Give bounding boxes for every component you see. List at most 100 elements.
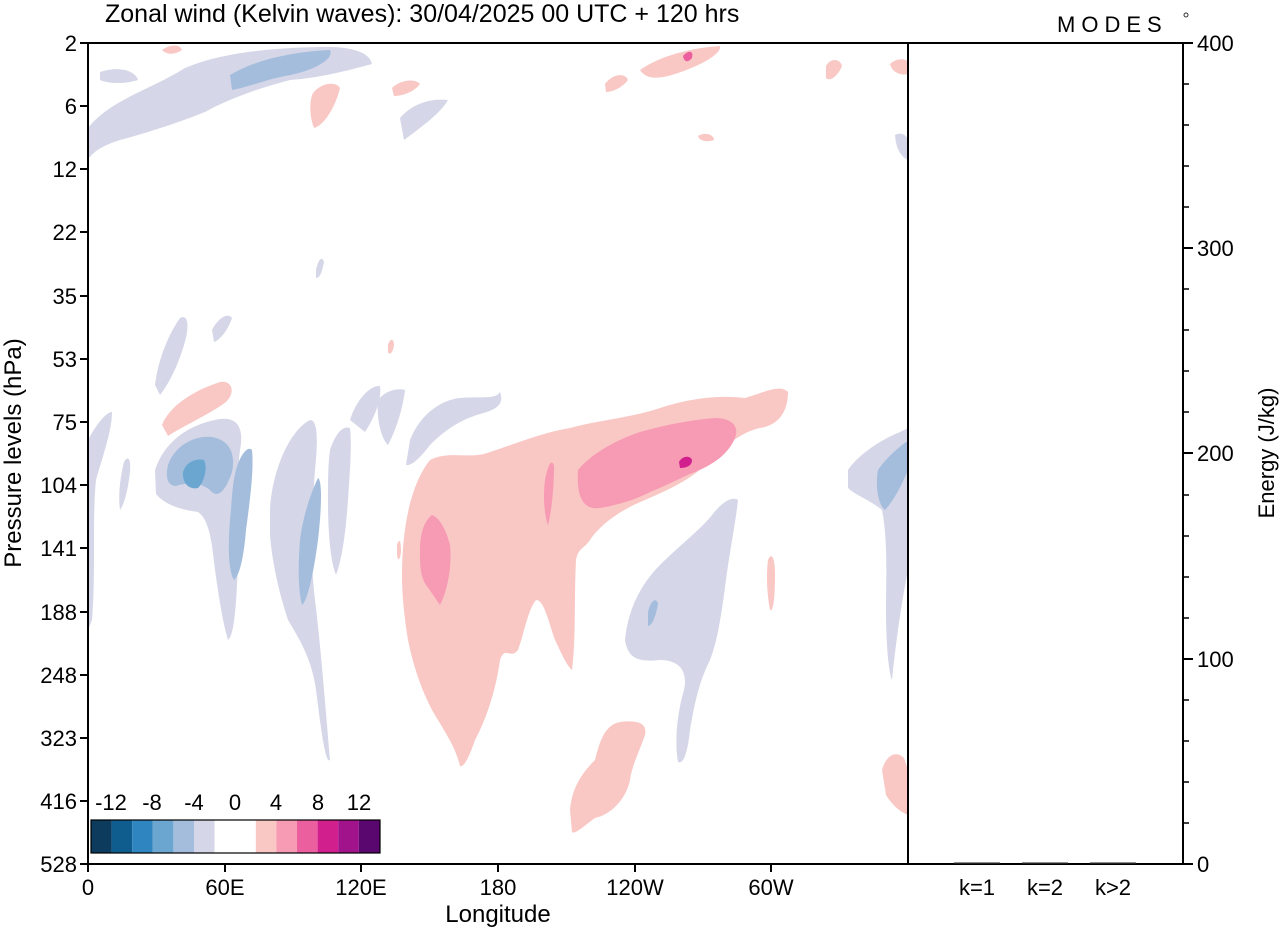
colorbar-label-6: 8 <box>312 790 324 815</box>
upper-pos-g <box>162 45 182 54</box>
mid-neg-b <box>212 315 232 342</box>
y-tick-label: 53 <box>53 347 77 372</box>
y-tick-label: 188 <box>40 600 77 625</box>
colorbar-swatch-13 <box>358 820 380 853</box>
energy-category-label: k>2 <box>1095 875 1131 900</box>
energy-tick-label: 300 <box>1197 236 1234 261</box>
mid-anomalies <box>155 258 394 436</box>
energy-panel: 0 100 200 300 400 Energy (J/kg) k=1 k=2 … <box>954 31 1279 900</box>
colorbar-swatch-3 <box>132 820 153 853</box>
y-tick-label: 2 <box>65 31 77 56</box>
colorbar-label-3: -4 <box>184 790 204 815</box>
pos-dateline-core <box>420 515 451 605</box>
neg-indo <box>377 389 405 445</box>
colorbar-swatch-4 <box>152 820 174 853</box>
pos-dateline-core2 <box>544 462 554 525</box>
colorbar-swatch-8 <box>255 820 277 853</box>
colorbar-swatch-9 <box>276 820 297 853</box>
colorbar-swatch-1 <box>91 820 112 853</box>
lower-negative <box>88 385 908 763</box>
y-axis: 2 6 12 22 35 53 75 104 141 188 248 323 4… <box>0 31 88 877</box>
energy-tick-label: 400 <box>1197 31 1234 56</box>
y-tick-label: 323 <box>40 726 77 751</box>
upper-pos-d <box>605 75 628 92</box>
mid-neg-a <box>155 317 188 395</box>
colorbar-swatch-6 <box>194 820 215 853</box>
x-tick-label: 60E <box>205 875 244 900</box>
pos-lower-plume <box>570 721 646 833</box>
energy-bar-2 <box>1022 862 1068 864</box>
colorbar-label-4: 0 <box>229 790 241 815</box>
upper-anomalies <box>88 45 908 161</box>
pos-west-sliver <box>397 540 401 560</box>
upper-pos-b <box>392 80 420 96</box>
heatmap-plot: -12 -8 -4 0 4 8 12 <box>88 43 908 864</box>
lower-positive <box>88 388 908 833</box>
pos-east-sliver <box>766 556 775 611</box>
neg-west-edge <box>88 412 112 630</box>
neg-atlantic-mid <box>876 442 908 510</box>
pos-main-peak <box>679 456 692 468</box>
y-tick-label: 35 <box>53 284 77 309</box>
upper-neg-c <box>895 133 908 160</box>
neg-east-africa-mid2 <box>228 448 253 580</box>
neg-west-strip <box>119 458 131 510</box>
upper-pos-f <box>890 59 908 75</box>
upper-neg-a <box>400 99 448 140</box>
upper-pos-core <box>683 51 693 62</box>
neg-east-africa-core <box>182 459 206 489</box>
y-tick-label: 75 <box>53 410 77 435</box>
upper-pos-a <box>310 83 340 128</box>
y-axis-label: Pressure levels (hPa) <box>0 338 27 567</box>
energy-bar-1 <box>954 862 1000 864</box>
upper-pos-h <box>698 133 714 142</box>
upper-neg-core <box>230 50 331 90</box>
y-tick-label: 528 <box>40 852 77 877</box>
energy-frame <box>907 42 1184 865</box>
neg-india-b <box>328 427 351 575</box>
energy-tick-label: 200 <box>1197 441 1234 466</box>
colorbar-swatch-11 <box>317 820 339 853</box>
colorbar-swatch-7 <box>214 820 256 853</box>
modes-logo: MODES <box>1057 12 1168 37</box>
colorbar-swatch-5 <box>173 820 194 853</box>
y-tick-label: 416 <box>40 789 77 814</box>
x-tick-label: 60W <box>748 875 793 900</box>
colorbar-frame <box>90 819 381 854</box>
colorbar-swatch-12 <box>338 820 359 853</box>
upper-pos-e <box>826 60 842 80</box>
colorbar-label-7: 12 <box>347 790 371 815</box>
pos-main-core <box>577 418 737 509</box>
energy-bar-3 <box>1090 862 1136 864</box>
upper-neg-band <box>88 46 372 161</box>
pos-main <box>402 388 788 767</box>
y-tick-label: 141 <box>40 536 77 561</box>
energy-category-label: k=1 <box>959 875 995 900</box>
x-axis-label: Longitude <box>445 901 550 928</box>
pos-atlantic-low <box>882 754 908 815</box>
energy-axis-label: Energy (J/kg) <box>1254 388 1279 519</box>
neg-east-pac <box>625 498 738 763</box>
x-axis: 0 60E 120E 180 120W 60W Longitude <box>82 864 794 928</box>
neg-india-mid <box>298 478 321 605</box>
colorbar-swatch-10 <box>297 820 318 853</box>
energy-category-label: k=2 <box>1027 875 1063 900</box>
mid-neg-c <box>316 258 324 278</box>
y-tick-label: 12 <box>53 157 77 182</box>
neg-dateline-band <box>406 392 502 466</box>
upper-pos-c <box>640 46 721 78</box>
logo-mark <box>1183 12 1189 18</box>
colorbar-label-2: -8 <box>142 790 162 815</box>
mid-pos-a <box>162 381 232 436</box>
y-tick-label: 248 <box>40 663 77 688</box>
x-tick-label: 120W <box>606 875 664 900</box>
energy-tick-label: 0 <box>1197 852 1209 877</box>
energy-tick-label: 100 <box>1197 647 1234 672</box>
upper-neg-b <box>100 69 138 83</box>
colorbar-label-5: 4 <box>270 790 282 815</box>
y-tick-label: 22 <box>53 220 77 245</box>
mid-pos-b <box>388 339 394 354</box>
colorbar-swatch-2 <box>111 820 133 853</box>
colorbar: -12 -8 -4 0 4 8 12 <box>88 784 384 856</box>
